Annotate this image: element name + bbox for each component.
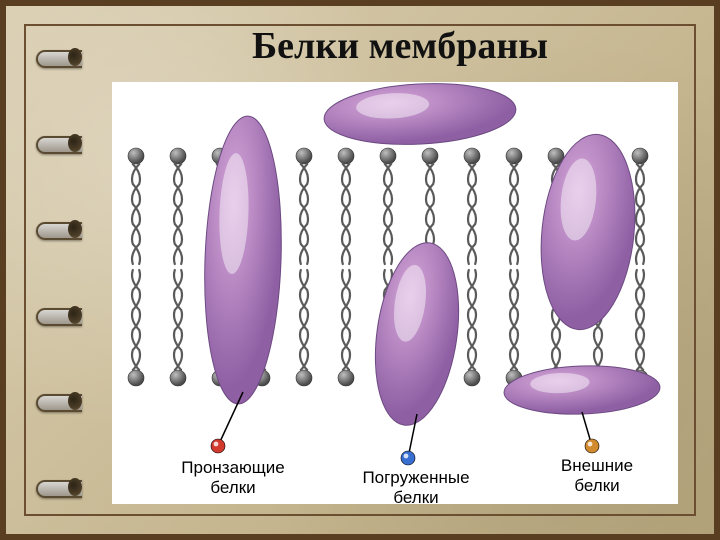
page-title: Белки мембраны	[120, 24, 680, 68]
pointer-marker	[401, 451, 415, 465]
pointer-marker	[585, 439, 599, 453]
spiral-rings	[36, 44, 80, 500]
protein-peripheral-top	[323, 82, 518, 149]
pointer-marker	[211, 439, 225, 453]
slide: Белки мембраны Пронзающие белки Погруженн…	[0, 0, 720, 540]
membrane-diagram	[112, 82, 678, 504]
ring-icon	[36, 474, 80, 500]
protein-integral-mid	[365, 237, 470, 430]
protein-integral-right	[532, 130, 644, 335]
protein-peripheral-bot	[503, 363, 661, 416]
label-transmembrane: Пронзающие белки	[158, 458, 308, 497]
diagram-area: Пронзающие белки Погруженные белки Внешние…	[112, 82, 678, 504]
label-integral: Погруженные белки	[336, 468, 496, 504]
label-peripheral: Внешние белки	[532, 456, 662, 495]
ring-icon	[36, 216, 80, 242]
ring-icon	[36, 130, 80, 156]
ring-icon	[36, 44, 80, 70]
ring-icon	[36, 388, 80, 414]
ring-icon	[36, 302, 80, 328]
